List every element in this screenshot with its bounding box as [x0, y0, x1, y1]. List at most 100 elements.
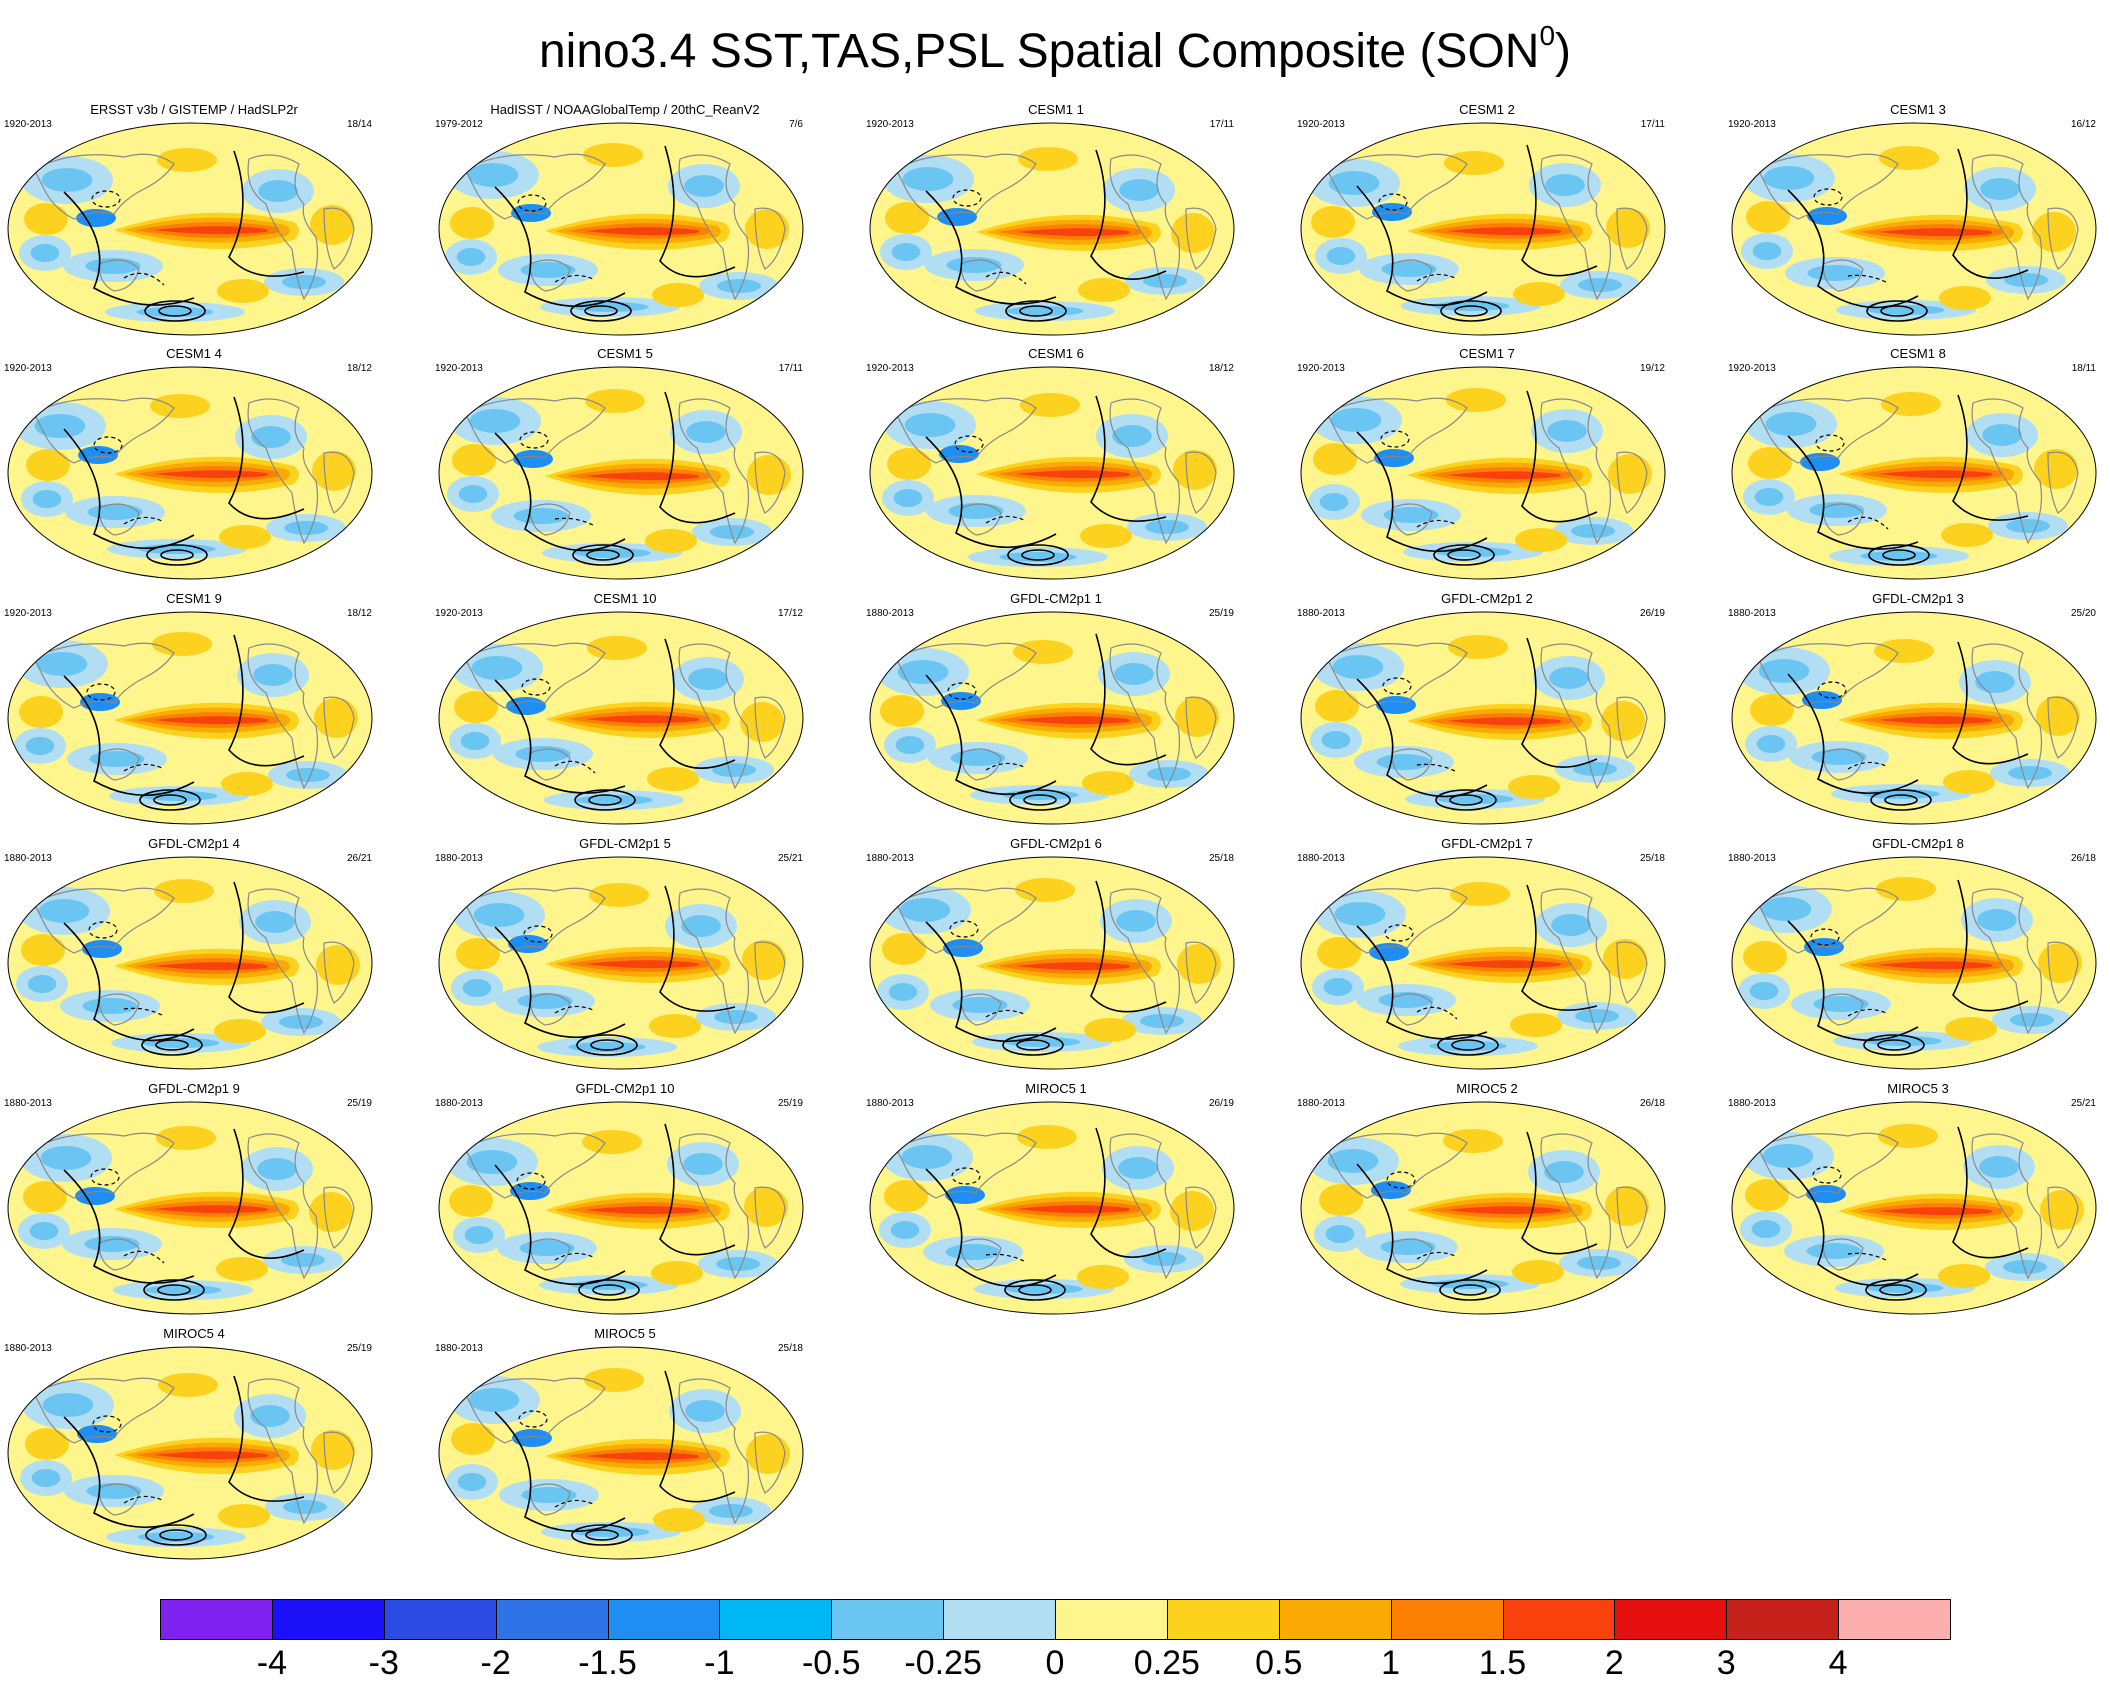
colorbar-box — [1166, 1599, 1280, 1640]
ellipse-map — [1731, 611, 2097, 825]
panel-count: 25/19 — [1208, 608, 1234, 619]
panel-title: CESM1 8 — [1890, 346, 1946, 361]
panel-years: 1880-2013 — [1728, 608, 1776, 619]
map-panel: CESM1 7 1920-2013 19/12 — [1297, 347, 1677, 587]
panel-title: HadISST / NOAAGlobalTemp / 20thC_ReanV2 — [490, 102, 760, 117]
panel-years: 1880-2013 — [4, 1343, 52, 1354]
panel-count: 26/19 — [1639, 608, 1665, 619]
panel-years: 1880-2013 — [866, 608, 914, 619]
panel-count: 17/12 — [777, 608, 803, 619]
panel-title: ERSST v3b / GISTEMP / HadSLP2r — [90, 102, 298, 117]
map-panel: GFDL-CM2p1 10 1880-2013 25/19 — [435, 1082, 815, 1322]
panel-count: 25/21 — [777, 853, 803, 864]
panel-years: 1920-2013 — [866, 119, 914, 130]
ellipse-map — [438, 1346, 804, 1560]
panel-count: 16/12 — [2070, 119, 2096, 130]
map-panel: GFDL-CM2p1 4 1880-2013 26/21 — [4, 837, 384, 1077]
colorbar-label: 0.5 — [1255, 1644, 1303, 1682]
panel-years: 1880-2013 — [1297, 608, 1345, 619]
panel-count: 25/19 — [346, 1343, 372, 1354]
colorbar-label: 1.5 — [1478, 1644, 1527, 1682]
map-panel: CESM1 9 1920-2013 18/12 — [4, 592, 384, 832]
ellipse-map — [1731, 856, 2097, 1070]
panel-title: GFDL-CM2p1 5 — [579, 836, 671, 851]
colorbar-label: -1 — [704, 1644, 735, 1682]
panel-count: 19/12 — [1639, 363, 1665, 374]
colorbar-label: 1 — [1381, 1644, 1401, 1682]
colorbar-label: -0.25 — [904, 1644, 982, 1682]
ellipse-map — [1300, 1101, 1666, 1315]
panel-count: 18/12 — [1208, 363, 1234, 374]
panel-title: GFDL-CM2p1 1 — [1010, 591, 1102, 606]
panel-years: 1920-2013 — [866, 363, 914, 374]
panel-count: 25/19 — [346, 1098, 372, 1109]
ellipse-map — [438, 856, 804, 1070]
panel-years: 1920-2013 — [4, 363, 52, 374]
panel-count: 18/12 — [346, 608, 372, 619]
panel-count: 26/18 — [1639, 1098, 1665, 1109]
panel-years: 1880-2013 — [1728, 1098, 1776, 1109]
ellipse-map — [1300, 856, 1666, 1070]
panel-title: MIROC5 2 — [1456, 1081, 1518, 1096]
colorbar-label: 2 — [1604, 1644, 1624, 1682]
title-superscript: 0 — [1539, 20, 1556, 51]
ellipse-map — [869, 611, 1235, 825]
panel-years: 1920-2013 — [4, 608, 52, 619]
colorbar-box — [383, 1599, 497, 1640]
ellipse-map — [1300, 366, 1666, 580]
map-panel: CESM1 5 1920-2013 17/11 — [435, 347, 815, 587]
panel-years: 1920-2013 — [4, 119, 52, 130]
map-panel: CESM1 8 1920-2013 18/11 — [1728, 347, 2108, 587]
panel-title: CESM1 6 — [1028, 346, 1084, 361]
panel-years: 1880-2013 — [4, 853, 52, 864]
panel-years: 1920-2013 — [435, 608, 483, 619]
ellipse-map — [438, 366, 804, 580]
panel-years: 1880-2013 — [866, 1098, 914, 1109]
map-panel: ERSST v3b / GISTEMP / HadSLP2r 1920-2013 1… — [4, 103, 384, 343]
panel-count: 17/11 — [778, 363, 803, 374]
colorbar-label: -2 — [480, 1644, 511, 1682]
panel-years: 1880-2013 — [1728, 853, 1776, 864]
panel-count: 26/18 — [2070, 853, 2096, 864]
ellipse-map — [7, 1101, 373, 1315]
ellipse-map — [869, 122, 1235, 336]
map-panel: MIROC5 2 1880-2013 26/18 — [1297, 1082, 1677, 1322]
colorbar-label: -0.5 — [801, 1644, 861, 1682]
panel-count: 18/11 — [2071, 363, 2096, 374]
panel-years: 1880-2013 — [4, 1098, 52, 1109]
ellipse-map — [869, 1101, 1235, 1315]
panel-years: 1880-2013 — [866, 853, 914, 864]
panel-title: CESM1 9 — [166, 591, 222, 606]
panel-title: MIROC5 1 — [1025, 1081, 1087, 1096]
map-panel: MIROC5 3 1880-2013 25/21 — [1728, 1082, 2108, 1322]
colorbar-box — [607, 1599, 721, 1640]
map-panel: GFDL-CM2p1 1 1880-2013 25/19 — [866, 592, 1246, 832]
colorbar-label: 4 — [1828, 1644, 1848, 1682]
panel-count: 25/19 — [777, 1098, 803, 1109]
panel-title: CESM1 2 — [1459, 102, 1515, 117]
panel-title: MIROC5 4 — [163, 1326, 225, 1341]
panel-title: GFDL-CM2p1 7 — [1441, 836, 1533, 851]
map-panel: GFDL-CM2p1 8 1880-2013 26/18 — [1728, 837, 2108, 1077]
panel-years: 1880-2013 — [1297, 853, 1345, 864]
panel-count: 25/18 — [1639, 853, 1665, 864]
ellipse-map — [7, 366, 373, 580]
map-panel: CESM1 4 1920-2013 18/12 — [4, 347, 384, 587]
ellipse-map — [869, 366, 1235, 580]
colorbar-label: 0 — [1045, 1644, 1065, 1682]
panel-years: 1880-2013 — [435, 1343, 483, 1354]
colorbar-box — [1726, 1599, 1840, 1640]
map-panel: GFDL-CM2p1 2 1880-2013 26/19 — [1297, 592, 1677, 832]
colorbar-box — [271, 1599, 385, 1640]
panel-years: 1920-2013 — [435, 363, 483, 374]
panel-years: 1920-2013 — [1297, 363, 1345, 374]
colorbar-box — [1614, 1599, 1728, 1640]
panel-years: 1979-2012 — [435, 119, 483, 130]
ellipse-map — [1731, 122, 2097, 336]
colorbar-box — [1055, 1599, 1168, 1640]
colorbar-box — [495, 1599, 609, 1640]
ellipse-map — [1300, 611, 1666, 825]
map-panel: CESM1 3 1920-2013 16/12 — [1728, 103, 2108, 343]
title-main: nino3.4 SST,TAS,PSL Spatial Composite (S… — [538, 25, 1540, 78]
ellipse-map — [438, 1101, 804, 1315]
